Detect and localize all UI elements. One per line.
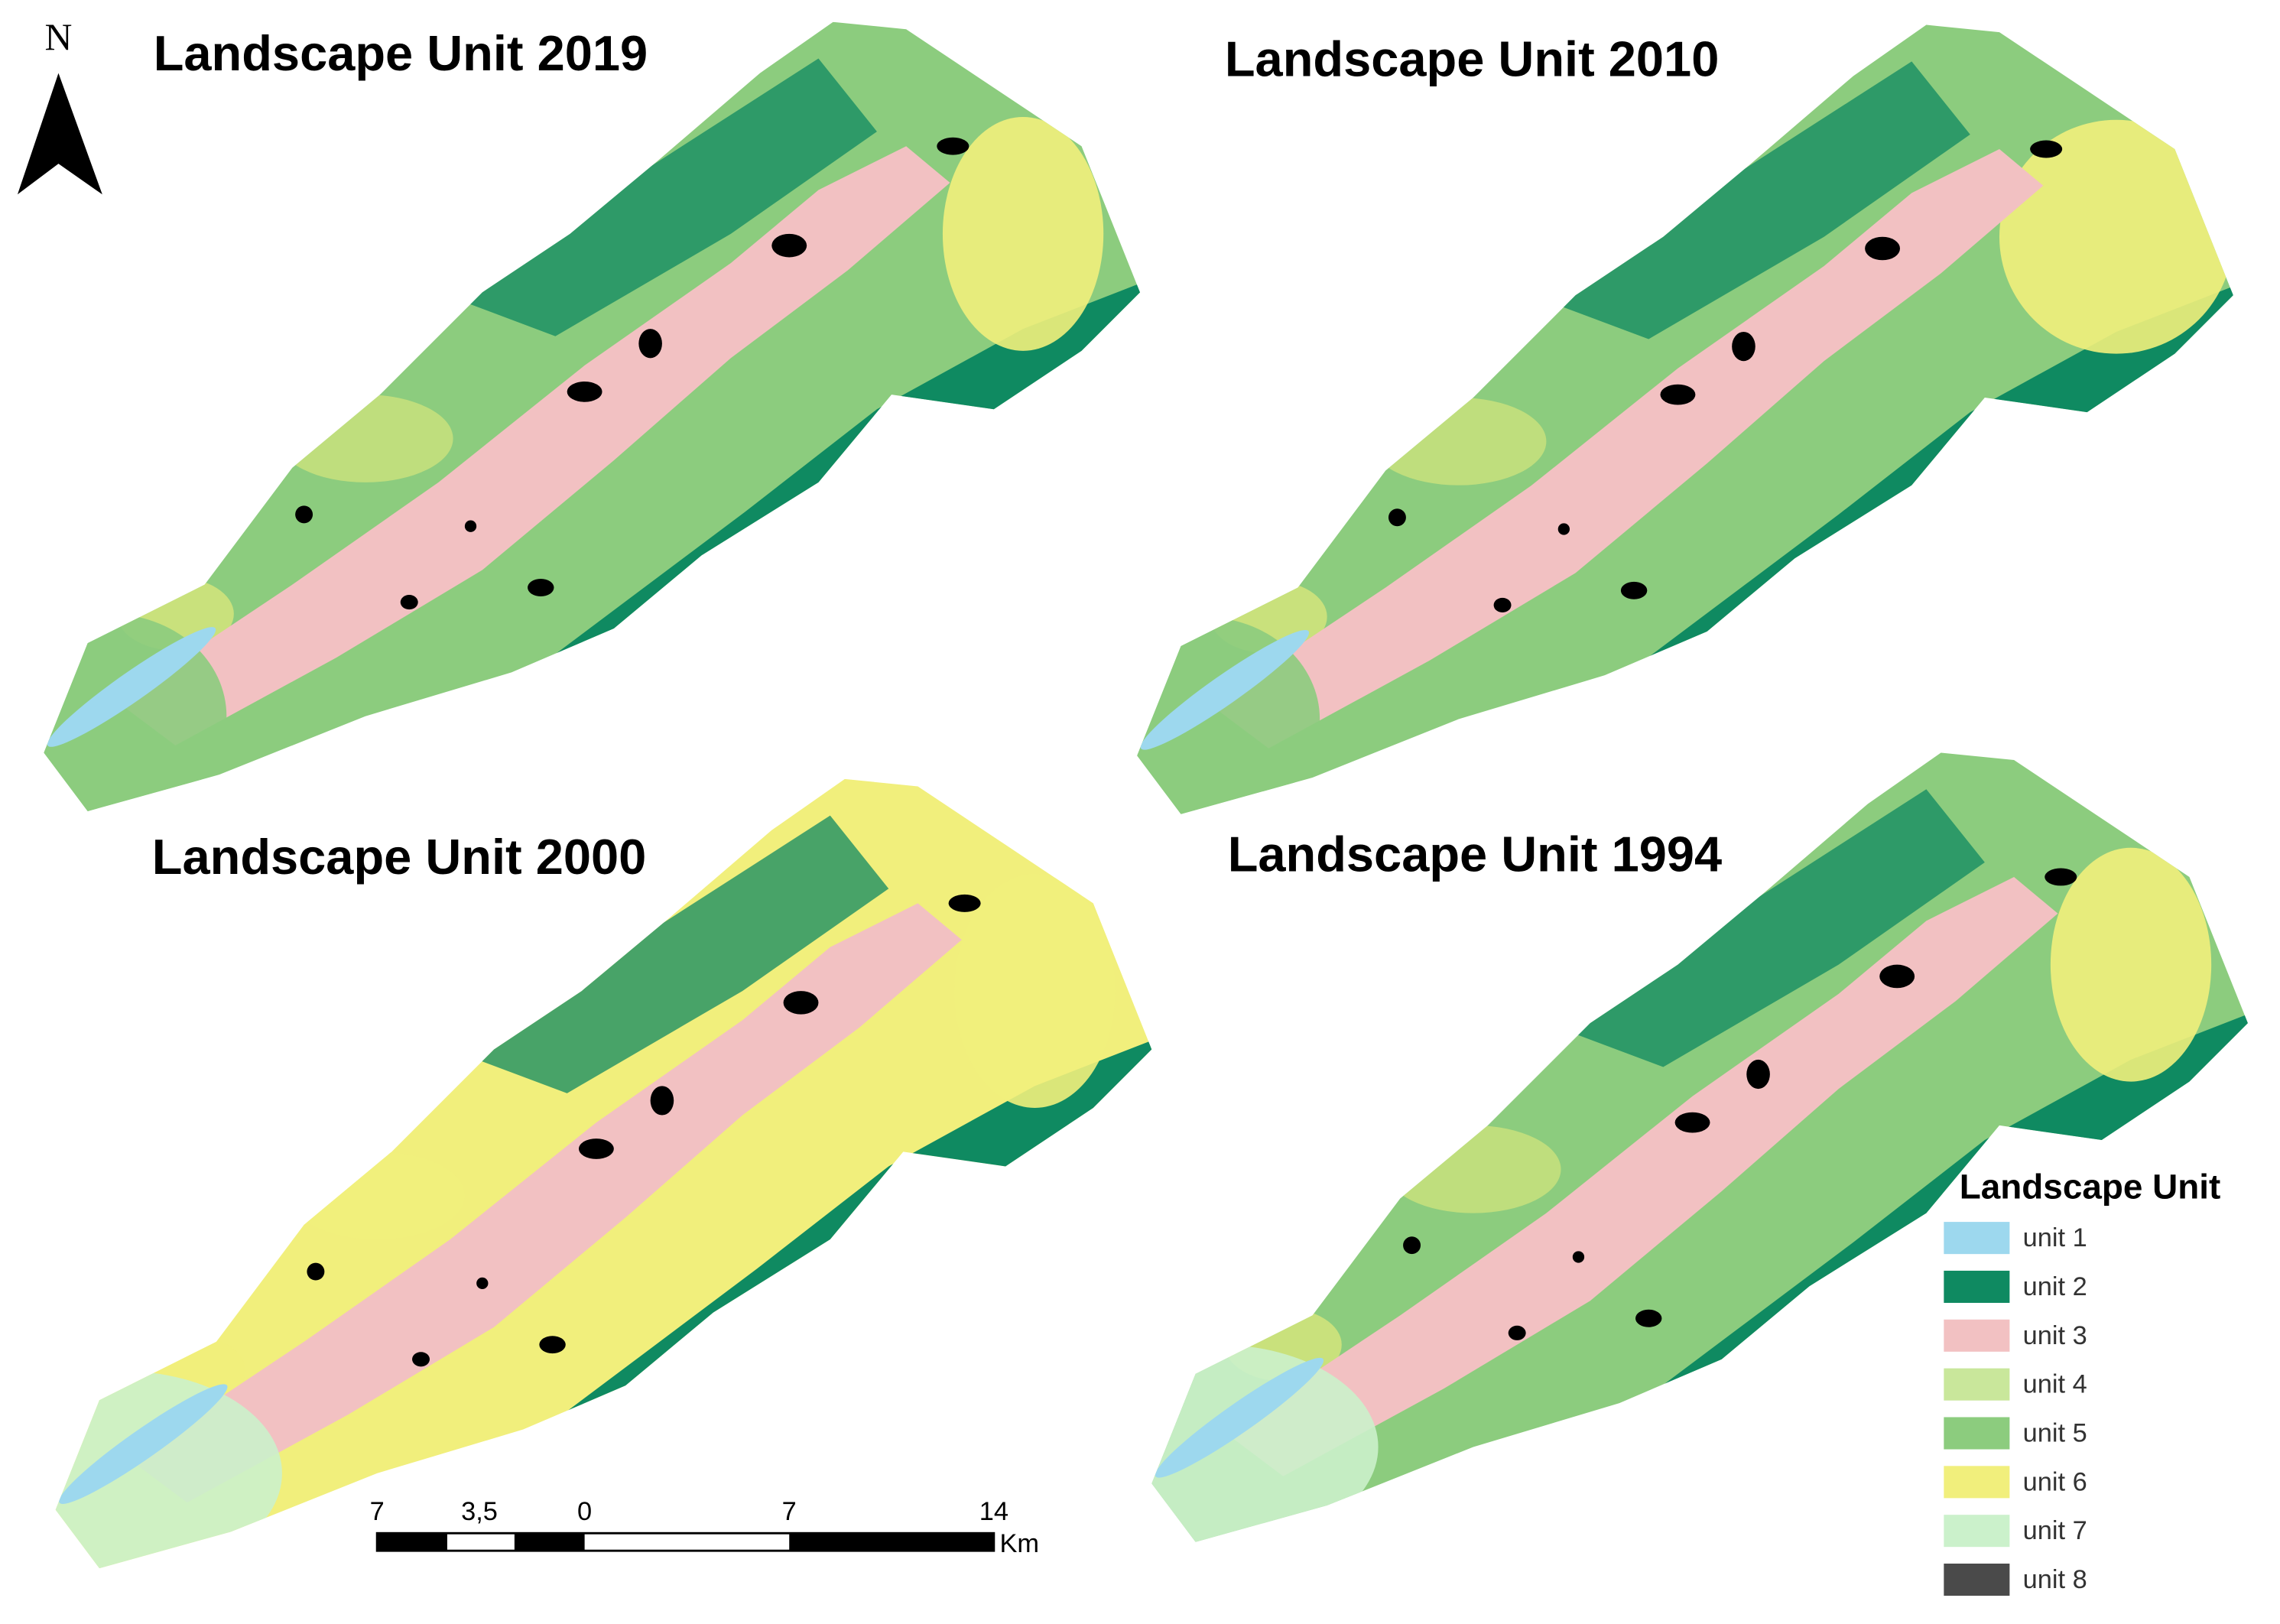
legend-label: unit 4	[2023, 1370, 2087, 1399]
scale-segment	[789, 1533, 994, 1551]
north-label: N	[45, 16, 73, 58]
legend-swatch	[1944, 1515, 2010, 1548]
region	[1508, 1325, 1526, 1340]
region	[400, 595, 418, 610]
region	[412, 1352, 430, 1367]
region	[289, 1151, 465, 1240]
region	[59, 1384, 228, 1504]
scale-label: 0	[577, 1497, 592, 1526]
region	[1403, 1236, 1421, 1255]
region	[464, 520, 477, 532]
region	[1660, 384, 1696, 405]
region	[1385, 1125, 1561, 1213]
map-content	[1137, 24, 2233, 814]
region	[937, 137, 969, 155]
scale-segment	[514, 1533, 585, 1551]
region	[528, 579, 554, 596]
legend-swatch	[1944, 1319, 2010, 1352]
region	[1572, 1251, 1585, 1263]
region	[1865, 236, 1900, 261]
region	[1531, 61, 1970, 339]
legend-label: unit 3	[2023, 1321, 2087, 1350]
region	[47, 627, 216, 747]
legend-label: unit 8	[2023, 1565, 2087, 1594]
legend-label: unit 7	[2023, 1516, 2087, 1545]
region	[1674, 1112, 1710, 1133]
region	[1493, 597, 1512, 612]
legend-label: unit 2	[2023, 1272, 2087, 1301]
region	[567, 381, 602, 402]
scale-unit: Km	[999, 1529, 1039, 1558]
map-title: Landscape Unit 2000	[152, 829, 646, 885]
region	[2050, 847, 2212, 1082]
scale-segment	[377, 1533, 447, 1551]
region	[2045, 868, 2077, 886]
region	[1620, 581, 1648, 599]
region	[1999, 119, 2233, 354]
map-title: Landscape Unit 2010	[1225, 31, 1719, 86]
region	[128, 903, 962, 1503]
region	[116, 146, 950, 745]
region	[771, 233, 807, 258]
legend-title: Landscape Unit	[1960, 1167, 2220, 1207]
region	[650, 1086, 674, 1116]
region	[539, 1336, 566, 1354]
scale-label: 7	[370, 1497, 385, 1526]
region	[578, 1138, 614, 1159]
map-title: Landscape Unit 2019	[154, 25, 648, 81]
region	[1557, 523, 1570, 535]
legend-swatch	[1944, 1270, 2010, 1303]
legend-label: unit 5	[2023, 1419, 2087, 1448]
landscape-map	[1137, 24, 2233, 814]
region	[948, 894, 981, 912]
region	[1224, 876, 2058, 1476]
region	[1210, 149, 2044, 749]
region	[1732, 331, 1755, 362]
scale-label: 14	[979, 1497, 1008, 1526]
region	[1635, 1309, 1662, 1327]
region	[438, 58, 877, 336]
scale-label: 3,5	[461, 1497, 498, 1526]
legend-swatch	[1944, 1222, 2010, 1255]
region	[2030, 140, 2063, 158]
region	[1879, 964, 1915, 989]
scale-label: 7	[782, 1497, 797, 1526]
region	[1155, 1357, 1324, 1478]
region	[1746, 1059, 1770, 1090]
region	[783, 991, 819, 1015]
region	[1371, 397, 1547, 486]
map-title: Landscape Unit 1994	[1228, 826, 1722, 882]
region	[307, 1262, 325, 1281]
region	[476, 1277, 489, 1290]
region	[1140, 629, 1310, 750]
scale-bar: 7 3,5 0 7 14 Km	[370, 1497, 1039, 1558]
legend: Landscape Unit unit 1 unit 2 unit 3 unit 4 u…	[1944, 1167, 2220, 1596]
region	[278, 395, 453, 482]
landscape-map	[44, 21, 1140, 811]
map-content	[44, 21, 1140, 811]
region	[1388, 508, 1406, 527]
legend-swatch	[1944, 1466, 2010, 1499]
north-arrow	[17, 73, 102, 195]
region	[942, 116, 1104, 351]
region	[638, 329, 662, 359]
region	[295, 505, 313, 524]
region	[1546, 789, 1985, 1067]
legend-swatch	[1944, 1417, 2010, 1450]
region	[450, 815, 889, 1093]
legend-label: unit 1	[2023, 1223, 2087, 1252]
legend-label: unit 6	[2023, 1467, 2087, 1496]
region	[954, 874, 1116, 1108]
legend-swatch	[1944, 1368, 2010, 1401]
legend-swatch	[1944, 1564, 2010, 1596]
